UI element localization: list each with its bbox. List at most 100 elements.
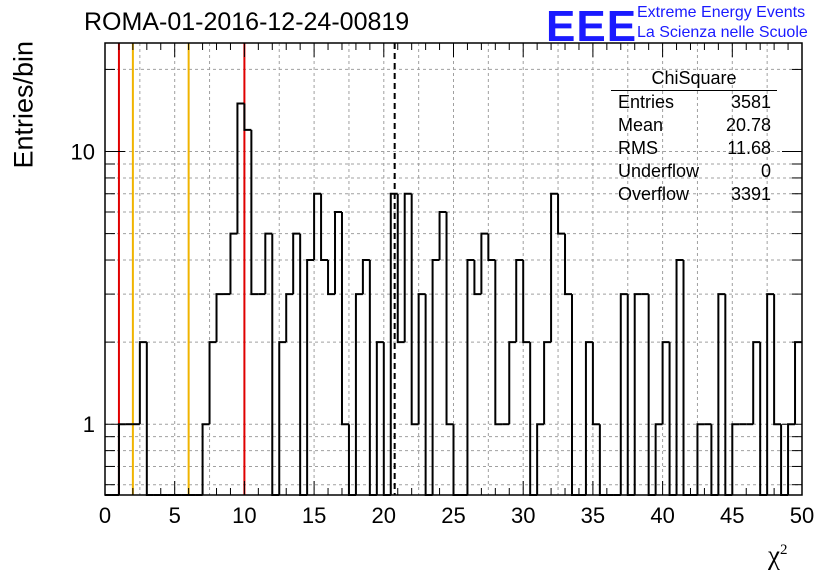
x-tick-label: 25 <box>441 503 465 528</box>
histogram-bin <box>320 193 329 262</box>
axis-ticks <box>104 43 803 495</box>
histogram-bin <box>675 259 684 495</box>
histogram-bin <box>682 260 691 496</box>
histogram-bin <box>424 294 433 496</box>
stats-value: 11.68 <box>727 138 771 158</box>
histogram-bin <box>264 232 273 295</box>
y-axis-label: Entries/bin <box>8 40 39 169</box>
histogram-bin <box>445 212 454 426</box>
histogram-bin <box>410 193 419 426</box>
histogram-bin <box>229 232 238 295</box>
stats-value: 3581 <box>730 92 771 112</box>
histogram-bin <box>313 192 322 261</box>
histogram-bin <box>570 294 579 496</box>
tick-labels: 0 5 10 15 20 25 30 35 40 45 50 1 10 <box>71 140 815 528</box>
stats-value: 3391 <box>730 184 771 204</box>
x-tick-label: 0 <box>99 503 111 528</box>
histogram-bin <box>647 294 656 496</box>
histogram-bin <box>250 129 259 296</box>
histogram-bin <box>361 259 370 295</box>
histogram-bin <box>633 293 642 495</box>
histogram-bin <box>368 260 377 496</box>
x-tick-label: 20 <box>372 503 396 528</box>
histogram-bin <box>773 294 782 426</box>
x-axis-label-base: χ <box>768 540 780 570</box>
histogram-bin <box>515 259 524 343</box>
histogram-bin <box>584 341 593 495</box>
y-tick-label: 1 <box>83 412 95 437</box>
logo-text-line2: La Scienza nelle Scuole <box>637 24 808 41</box>
histogram-bin <box>243 103 252 131</box>
histogram-bin <box>285 293 294 343</box>
histogram-bin <box>306 259 315 495</box>
x-tick-label: 15 <box>302 503 326 528</box>
histogram-bin <box>619 293 628 495</box>
x-tick-label: 40 <box>650 503 674 528</box>
run-title: ROMA-01-2016-12-24-00819 <box>84 8 410 36</box>
histogram-bin <box>340 212 349 426</box>
stats-label: Overflow <box>618 184 690 204</box>
histogram-bin <box>557 193 566 235</box>
histogram-bin <box>403 192 412 343</box>
histogram-bin <box>215 293 224 343</box>
stats-value: 20.78 <box>725 115 771 135</box>
histogram-bin <box>480 232 489 295</box>
histogram-bin <box>487 233 496 262</box>
histogram-bin <box>522 260 531 344</box>
histogram-bin <box>668 342 677 496</box>
histogram-bin <box>626 294 635 496</box>
histogram-bin <box>591 342 600 426</box>
histogram-bin <box>145 342 154 496</box>
eee-logo: EEE <box>546 2 638 51</box>
x-tick-label: 30 <box>511 503 535 528</box>
vertical-markers <box>117 43 396 495</box>
histogram-bin <box>292 232 301 295</box>
histogram-bin <box>201 423 210 495</box>
histogram-bin <box>389 192 398 495</box>
stats-label: Mean <box>618 115 664 135</box>
stats-row-entries: Entries 3581 <box>611 91 777 114</box>
histogram-bin <box>138 341 147 425</box>
stats-row-rms: RMS 11.68 <box>611 137 777 160</box>
histogram-bin <box>508 341 517 425</box>
x-tick-label: 50 <box>790 503 814 528</box>
histogram-bin <box>299 233 308 496</box>
histogram-bin <box>543 341 552 425</box>
histogram-bin <box>654 423 663 495</box>
histogram-bin <box>724 294 733 496</box>
histogram-bin <box>731 423 740 495</box>
histogram-bin <box>327 260 336 296</box>
stats-row-mean: Mean 20.78 <box>611 114 777 137</box>
stats-box: ChiSquare Entries 3581 Mean 20.78 RMS 11.68… <box>611 67 777 206</box>
histogram-bin <box>278 341 287 495</box>
histogram-bin <box>236 102 245 234</box>
stats-row-overflow: Overflow 3391 <box>611 183 777 206</box>
histogram-bin <box>696 423 705 495</box>
histogram-bin <box>766 293 775 495</box>
x-axis-label: χ2 <box>768 540 787 571</box>
x-tick-label: 35 <box>581 503 605 528</box>
stats-label: Underflow <box>618 161 700 181</box>
logo-text-line1: Extreme Energy Events <box>637 4 806 21</box>
x-tick-label: 5 <box>169 503 181 528</box>
histogram-bin <box>661 341 670 425</box>
y-tick-label: 10 <box>71 140 95 165</box>
histogram-bin <box>717 293 726 495</box>
histogram-bin <box>473 260 482 296</box>
histogram-bin <box>354 293 363 495</box>
histogram-bin <box>382 342 391 496</box>
histogram-bin <box>550 192 559 343</box>
histogram-bin <box>208 341 217 425</box>
histogram-bin <box>494 260 503 426</box>
histogram-bin <box>334 211 342 295</box>
histogram-bin <box>375 341 384 495</box>
histogram-bin <box>752 341 761 425</box>
stats-row-underflow: Underflow 0 <box>611 160 777 183</box>
x-tick-label: 45 <box>720 503 744 528</box>
histogram-bin <box>466 259 475 495</box>
histogram-bin <box>794 341 802 425</box>
histogram-bin <box>271 233 280 496</box>
stats-label: RMS <box>618 138 658 158</box>
histogram-bin <box>438 211 447 261</box>
